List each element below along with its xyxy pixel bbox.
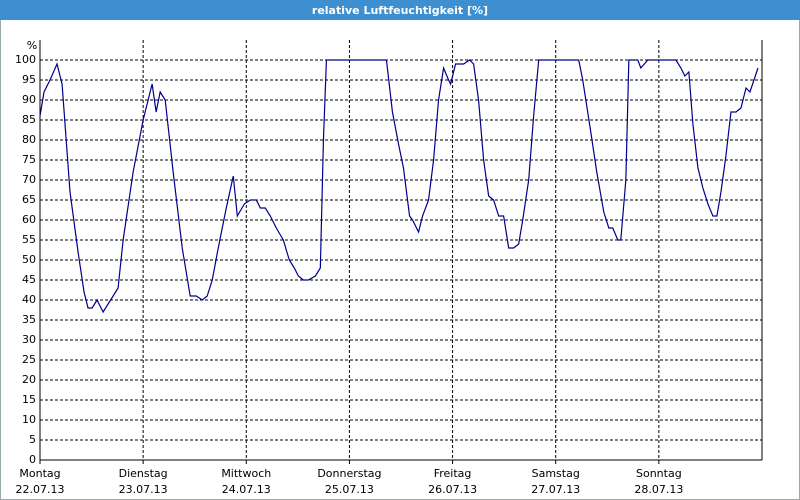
y-tick-label: 55 [22, 233, 36, 246]
y-tick-label: 85 [22, 113, 36, 126]
y-tick-label: 90 [22, 93, 36, 106]
x-tick-label: Samstag [532, 467, 580, 480]
y-tick-label: 25 [22, 353, 36, 366]
y-tick-label: 60 [22, 213, 36, 226]
x-tick-label: Sonntag [636, 467, 682, 480]
x-tick-date: 23.07.13 [119, 483, 168, 496]
y-tick-label: 40 [22, 293, 36, 306]
y-tick-label: 30 [22, 333, 36, 346]
x-tick-label: Montag [19, 467, 60, 480]
x-tick-date: 25.07.13 [325, 483, 374, 496]
y-axis-label: % [27, 39, 37, 52]
y-tick-label: 35 [22, 313, 36, 326]
y-tick-label: 15 [22, 393, 36, 406]
chart-title: relative Luftfeuchtigkeit [%] [312, 4, 488, 17]
x-tick-label: Donnerstag [317, 467, 381, 480]
x-tick-date: 22.07.13 [16, 483, 65, 496]
y-tick-label: 45 [22, 273, 36, 286]
y-tick-label: 20 [22, 373, 36, 386]
y-tick-label: 95 [22, 73, 36, 86]
y-tick-label: 100 [15, 53, 36, 66]
x-tick-date: 26.07.13 [428, 483, 477, 496]
y-tick-label: 10 [22, 413, 36, 426]
x-tick-date: 27.07.13 [531, 483, 580, 496]
x-tick-label: Dienstag [119, 467, 168, 480]
x-tick-date: 28.07.13 [634, 483, 683, 496]
y-tick-label: 50 [22, 253, 36, 266]
x-tick-date: 24.07.13 [222, 483, 271, 496]
y-tick-label: 70 [22, 173, 36, 186]
y-tick-label: 75 [22, 153, 36, 166]
y-tick-label: 5 [29, 433, 36, 446]
data-line [39, 59, 759, 314]
x-tick-label: Freitag [434, 467, 472, 480]
y-tick-label: 80 [22, 133, 36, 146]
y-tick-label: 0 [29, 453, 36, 466]
title-bar [0, 0, 800, 20]
y-tick-label: 65 [22, 193, 36, 206]
x-tick-label: Mittwoch [221, 467, 271, 480]
